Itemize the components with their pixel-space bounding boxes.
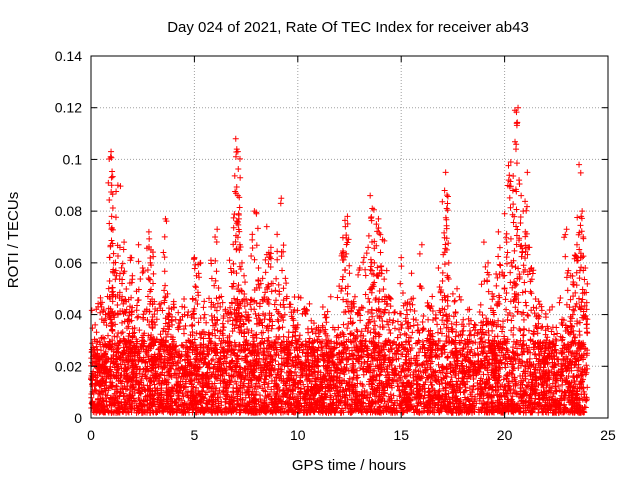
data-point [471, 321, 478, 328]
data-point [97, 309, 104, 316]
data-point [522, 299, 529, 306]
data-point [184, 312, 191, 319]
data-point [100, 306, 107, 313]
data-point [322, 314, 329, 321]
data-point [411, 308, 418, 314]
data-point [314, 347, 321, 354]
data-point [132, 398, 139, 405]
data-point [232, 378, 239, 385]
data-point [200, 304, 207, 311]
data-point [253, 300, 260, 307]
data-point [394, 318, 401, 325]
data-point [265, 380, 272, 387]
data-point [141, 340, 148, 347]
data-points [88, 104, 591, 416]
data-point [136, 327, 143, 334]
data-point [387, 391, 394, 398]
data-point [278, 313, 285, 320]
data-point [371, 318, 378, 325]
data-point [181, 311, 188, 318]
data-point [179, 390, 186, 397]
data-point [189, 311, 196, 318]
data-point [520, 331, 527, 338]
data-point [575, 295, 582, 302]
data-point [510, 313, 517, 320]
data-point [477, 335, 484, 342]
data-point [146, 321, 153, 328]
data-point [525, 312, 532, 319]
data-point [384, 368, 391, 375]
data-point [216, 387, 223, 394]
data-point [436, 387, 443, 394]
data-point [579, 296, 586, 303]
data-point [466, 327, 473, 334]
data-point [335, 324, 342, 331]
data-point [299, 349, 306, 356]
chart-title: Day 024 of 2021, Rate Of TEC Index for r… [167, 19, 529, 36]
data-point [206, 295, 213, 302]
data-point [435, 329, 442, 336]
data-point [211, 380, 218, 387]
data-point [513, 380, 520, 387]
data-point [98, 347, 105, 354]
data-point [88, 307, 95, 314]
data-point [420, 395, 427, 402]
data-point [571, 307, 578, 314]
data-point [365, 295, 372, 302]
data-point [185, 308, 192, 315]
data-point [483, 353, 490, 360]
data-point [113, 382, 120, 389]
data-point [203, 389, 210, 396]
data-point [300, 381, 307, 388]
data-point [536, 352, 543, 359]
data-point [153, 316, 160, 323]
data-point [533, 305, 540, 312]
data-point [351, 293, 358, 300]
